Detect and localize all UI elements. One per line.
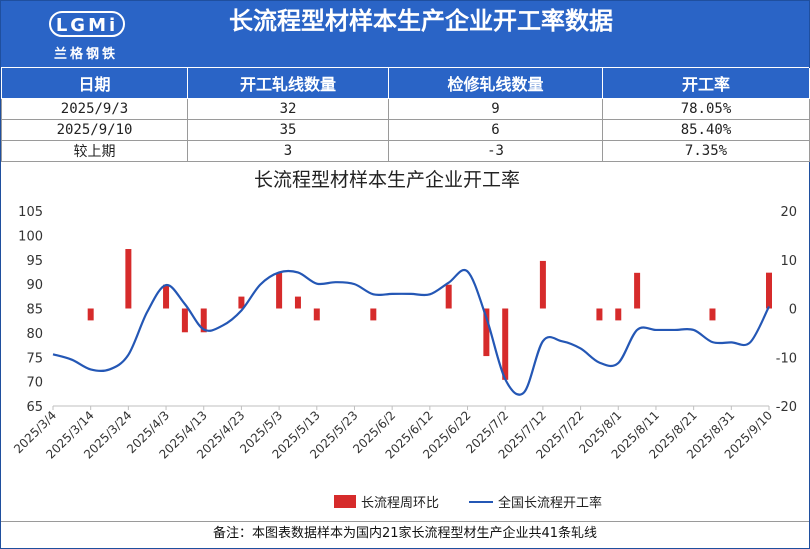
table-row: 2025/9/10 35 6 85.40% [1, 119, 810, 141]
bar-mark [502, 308, 509, 380]
table-cell: 9 [388, 98, 603, 120]
y-left-tick-label: 105 [18, 205, 43, 220]
bar-mark [181, 308, 188, 333]
page-title: 长流程型材样本生产企业开工率数据 [229, 7, 613, 35]
table-cell: 7.35% [602, 140, 810, 162]
column-header-date: 日期 [1, 68, 188, 99]
table-cell: 2025/9/3 [1, 98, 188, 120]
y-left-tick-label: 70 [26, 376, 43, 391]
footnote: 备注：本图表数据样本为国内21家长流程型材生产企业共41条轧线 [1, 521, 809, 549]
bar-series [87, 249, 772, 380]
logo-text: 兰格钢铁 [53, 47, 118, 62]
y-left-tick-label: 80 [26, 327, 43, 342]
bar-mark [163, 284, 170, 309]
legend-label-bar: 长流程周环比 [361, 496, 439, 511]
y-left-tick-label: 100 [18, 229, 43, 244]
table-row: 2025/9/3 32 9 78.05% [1, 98, 810, 120]
bar-mark [370, 308, 377, 321]
brand-logo: LGMi 兰格钢铁 [31, 7, 141, 63]
line-series [52, 268, 770, 396]
column-header-maintenance-lines: 检修轧线数量 [388, 68, 603, 99]
y-right-tick-label: 20 [780, 205, 797, 220]
line-path [52, 268, 770, 396]
table-cell: 2025/9/10 [1, 119, 188, 141]
table-cell: 32 [187, 98, 389, 120]
chart-title: 长流程型材样本生产企业开工率 [254, 169, 520, 191]
bar-mark [238, 296, 245, 309]
operating-rate-chart: 长流程型材样本生产企业开工率 65707580859095100105-20-1… [11, 169, 797, 511]
bar-mark [709, 308, 716, 321]
table-cell: 较上期 [1, 140, 188, 162]
bar-mark [276, 272, 283, 309]
legend-label-line: 全国长流程开工率 [498, 495, 602, 511]
bar-mark [87, 308, 94, 321]
bar-mark [483, 308, 490, 357]
bar-mark [766, 272, 772, 309]
table-cell: 85.40% [602, 119, 810, 141]
legend-swatch-bar [334, 495, 356, 508]
table-row: 较上期 3 -3 7.35% [1, 140, 810, 162]
y-left-tick-label: 90 [26, 278, 43, 293]
bar-mark [615, 308, 622, 321]
table-cell: 3 [187, 140, 389, 162]
summary-table: 日期 开工轧线数量 检修轧线数量 开工率 2025/9/3 32 9 78.05… [1, 68, 810, 162]
y-right-tick-label: -10 [776, 351, 797, 366]
table-cell: 35 [187, 119, 389, 141]
bar-mark [200, 308, 207, 333]
y-left-tick-label: 65 [26, 400, 43, 415]
table-cell: 78.05% [602, 98, 810, 120]
table-cell: 6 [388, 119, 603, 141]
y-left-tick-label: 85 [26, 303, 43, 318]
column-header-operating-rate: 开工率 [602, 68, 810, 99]
bar-mark [634, 272, 641, 309]
bar-mark [313, 308, 320, 321]
chart-legend: 长流程周环比 全国长流程开工率 [334, 495, 602, 511]
column-header-running-lines: 开工轧线数量 [187, 68, 389, 99]
chart-axes: 65707580859095100105-20-10010202025/3/42… [11, 205, 797, 462]
bar-mark [596, 308, 603, 321]
bar-mark [445, 284, 452, 309]
bar-mark [125, 249, 132, 309]
table-header-row: 日期 开工轧线数量 检修轧线数量 开工率 [1, 68, 810, 99]
header-banner: LGMi 兰格钢铁 长流程型材样本生产企业开工率数据 [1, 1, 809, 67]
y-right-tick-label: 10 [780, 254, 797, 269]
bar-mark [294, 296, 301, 309]
bar-mark [539, 260, 546, 309]
y-left-tick-label: 95 [26, 254, 43, 269]
logo-mark: LGMi [49, 11, 125, 37]
table-cell: -3 [388, 140, 603, 162]
y-right-tick-label: -20 [776, 400, 797, 415]
y-right-tick-label: 0 [789, 303, 797, 318]
y-left-tick-label: 75 [26, 351, 43, 366]
